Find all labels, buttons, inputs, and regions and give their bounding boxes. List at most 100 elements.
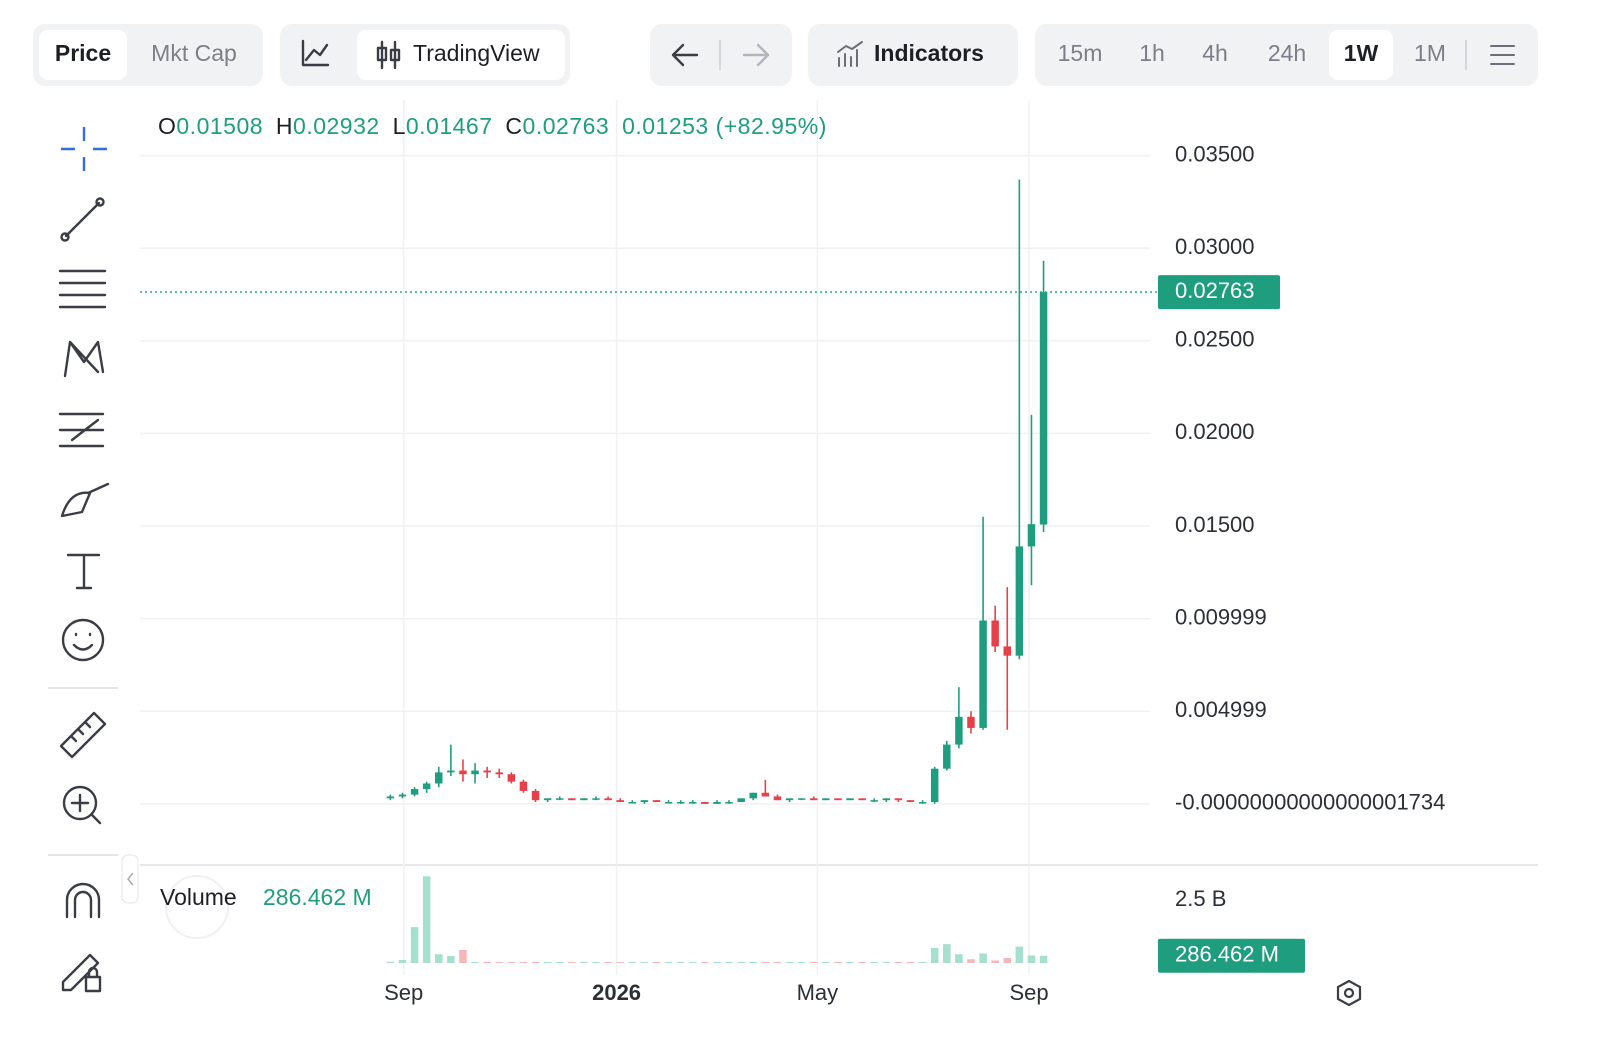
candle-body [846,798,854,801]
tab[interactable]: Mkt Cap [151,40,237,66]
candle-body [555,798,564,800]
volume-bar [507,961,516,963]
legend-key: C [505,113,522,139]
tool-handle [95,197,105,207]
volume-bar [1003,957,1012,963]
volume-legend-name: Volume [160,884,237,910]
candle-body [664,802,673,804]
volume-bar [930,947,939,963]
y-tick-label: 0.02000 [1175,419,1255,444]
volume-bar [604,961,612,963]
redo-button[interactable] [742,43,770,67]
volume-bar [435,954,443,963]
candle-body [398,794,407,797]
candles-icon [376,40,401,70]
volume-bar [483,961,491,963]
interval[interactable]: 15m [1058,40,1103,66]
line-chart-button[interactable] [301,39,330,67]
candle-body [701,802,709,804]
active-tab-bg [39,30,127,80]
tab[interactable]: Price [55,40,111,66]
candle-body [507,774,516,782]
crosshair-tool[interactable] [61,127,107,171]
candle-body [447,770,455,773]
candle-body [422,783,431,790]
collapse-icon [127,872,134,886]
volume-bar [918,961,927,963]
volume-bar [906,961,915,963]
candle-body [882,798,891,801]
trend-line-tool[interactable] [64,201,101,238]
ruler-tool[interactable] [59,711,107,759]
projection-tool[interactable] [58,412,105,448]
candle-body [809,798,818,801]
volume-bar [846,961,854,963]
last-volume-tag [1158,938,1305,973]
volume-bar [543,961,552,963]
y-tick-label: -0.00000000000000001734 [1175,790,1445,815]
indicators-label[interactable]: Indicators [874,40,984,66]
candle-body [1039,292,1048,525]
candle-body [797,798,806,800]
interval[interactable]: 4h [1202,40,1228,66]
volume-bar [991,960,999,963]
zoom-tool[interactable] [62,785,98,821]
volume-bar [894,961,903,963]
volume-bar [410,927,419,963]
candle-body [834,798,842,801]
volume-bar [797,961,806,963]
volume-bar [519,961,528,963]
volume-bar [834,961,842,963]
volume-bar [1015,946,1024,963]
legend-key: H [276,113,293,139]
candle-body [640,800,649,803]
emoji-tool[interactable] [61,618,105,662]
collapse-handle[interactable] [121,854,139,904]
legend-value: 0.01467 [406,113,493,139]
magnet-tool[interactable] [65,882,101,919]
volume-bar [785,961,794,963]
candle-body [930,768,939,803]
interval[interactable]: 24h [1268,40,1306,66]
candle-body [531,790,540,801]
y-tick-label: 0.03000 [1175,234,1255,259]
chart-source[interactable]: TradingView [413,40,540,66]
volume-bar [761,961,770,963]
candle-body [979,620,987,728]
interval[interactable]: 1M [1414,40,1446,66]
brush-tool[interactable] [60,482,110,518]
pattern-tool[interactable] [63,340,105,378]
indicators-button[interactable] [808,24,1018,86]
legend-change: 0.01253 (+82.95%) [622,113,827,139]
volume-bar [882,961,891,963]
candle-body [628,802,637,804]
text-tool[interactable] [66,553,101,590]
volume-bar [555,961,564,963]
fib-tool[interactable] [58,269,107,309]
legend-key: L [393,113,406,139]
volume-bar [386,961,395,963]
volume-bar [955,954,963,963]
volume-bar [640,961,649,963]
lock-drawings-tool[interactable] [61,953,102,993]
volume-bar [531,961,540,963]
legend-value: 0.02763 [523,113,610,139]
volume-bar [967,959,975,963]
settings-button[interactable] [1490,45,1515,65]
candle-body [773,796,782,801]
candle-body [906,800,915,803]
legend-value: 0.02932 [293,113,380,139]
volume-bar [616,961,624,963]
candle-body [689,802,697,804]
interval[interactable]: 1W [1344,40,1379,66]
last-price-label: 0.02763 [1175,278,1255,303]
candle-body [967,716,975,728]
time-settings-button[interactable] [1336,979,1362,1007]
volume-bar [858,961,866,963]
candle-body [410,789,419,795]
undo-button[interactable] [671,43,699,67]
volume-bar [628,961,637,963]
interval[interactable]: 1h [1139,40,1165,66]
volume-bar [459,949,467,963]
